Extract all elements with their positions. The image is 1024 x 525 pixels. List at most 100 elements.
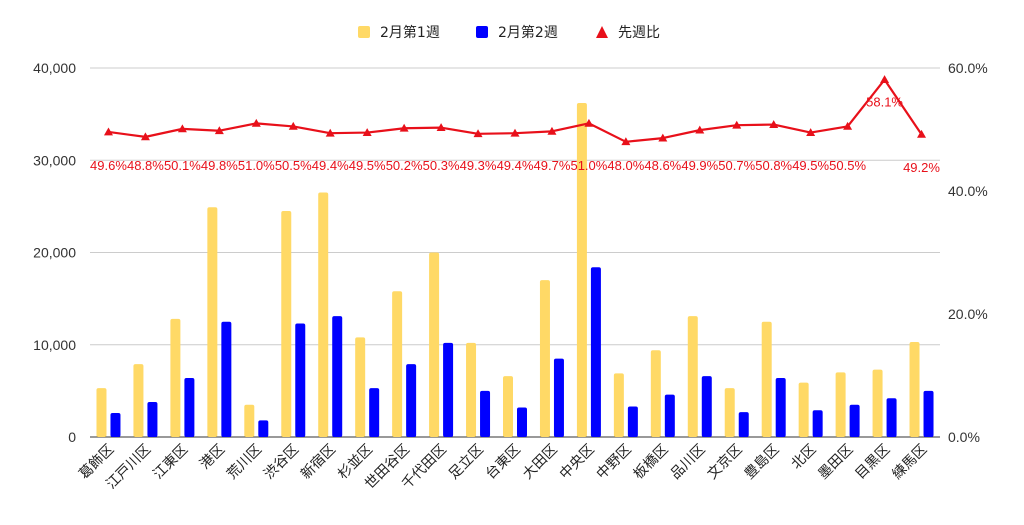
- bar: [761, 321, 772, 437]
- data-label: 50.8%: [755, 158, 792, 173]
- bar: [724, 388, 735, 437]
- bar: [738, 412, 749, 437]
- category-label: 中野区: [594, 442, 635, 483]
- left-tick-label: 30,000: [33, 152, 76, 168]
- bars: [96, 103, 934, 438]
- category-label: 大田区: [520, 442, 561, 483]
- data-label: 50.5%: [829, 158, 866, 173]
- bar: [147, 401, 158, 437]
- line-point: [103, 127, 113, 136]
- category-label: 目黒区: [852, 442, 893, 483]
- bar: [627, 406, 638, 437]
- data-label: 49.9%: [681, 158, 718, 173]
- legend-label: 2月第1週: [380, 24, 440, 41]
- line-point: [695, 125, 705, 134]
- data-label: 49.7%: [534, 158, 571, 173]
- data-labels: 49.6% 48.8% 50.1% 49.8% 51.0% 50.5% 49.4% 49.5%…: [90, 95, 940, 175]
- line-point: [547, 126, 557, 135]
- category-label: 足立区: [446, 442, 487, 483]
- line-point: [140, 132, 150, 141]
- category-label: 港区: [197, 442, 228, 473]
- bar: [295, 323, 306, 437]
- data-label: 58.1%: [866, 95, 903, 110]
- bar: [923, 390, 934, 437]
- legend-label: 2月第2週: [498, 24, 558, 41]
- line-point: [806, 128, 816, 136]
- category-label: 墨田区: [815, 442, 856, 483]
- data-label: 49.5%: [349, 158, 386, 173]
- bar: [429, 252, 440, 437]
- bar: [244, 404, 255, 437]
- bar: [369, 388, 380, 437]
- data-label: 50.3%: [423, 158, 460, 173]
- bar: [664, 394, 675, 437]
- bar: [590, 267, 601, 437]
- data-label: 50.5%: [275, 158, 312, 173]
- bar: [613, 373, 624, 437]
- data-label: 49.8%: [201, 158, 238, 173]
- category-label: 文京区: [705, 442, 746, 483]
- left-tick-label: 40,000: [33, 60, 76, 76]
- bar: [318, 192, 329, 437]
- bar: [207, 207, 218, 437]
- line-point: [732, 120, 742, 129]
- gridlines: [90, 67, 940, 438]
- category-label: 荒川区: [224, 442, 265, 483]
- line-point: [362, 128, 372, 136]
- line-point: [621, 137, 631, 146]
- bar: [443, 342, 454, 437]
- category-label: 北区: [788, 442, 819, 473]
- right-tick-label: 40.0%: [948, 183, 988, 199]
- bar: [503, 376, 513, 437]
- line-point: [880, 75, 890, 84]
- line-point: [510, 128, 520, 137]
- line-point: [251, 118, 261, 127]
- legend-swatch: [476, 26, 488, 38]
- data-label: 49.5%: [792, 158, 829, 173]
- bar: [221, 321, 232, 437]
- bar: [872, 369, 883, 437]
- bar: [701, 376, 712, 437]
- bar: [480, 390, 491, 437]
- category-label: 新宿区: [297, 441, 339, 483]
- bar: [886, 398, 897, 437]
- category-label: 台東区: [483, 442, 524, 483]
- right-tick-label: 0.0%: [948, 429, 980, 445]
- bar: [133, 364, 144, 437]
- bar: [650, 350, 661, 437]
- line-point: [399, 123, 409, 132]
- line-point: [584, 118, 594, 127]
- line-point: [214, 126, 224, 135]
- data-label: 50.2%: [386, 158, 423, 173]
- left-tick-label: 10,000: [33, 337, 76, 353]
- bar: [184, 377, 195, 437]
- data-label: 50.7%: [718, 158, 755, 173]
- bar: [96, 388, 107, 437]
- bar: [909, 341, 920, 437]
- bar: [687, 316, 698, 437]
- data-label: 49.6%: [90, 158, 127, 173]
- bar: [576, 103, 587, 438]
- data-label: 49.3%: [460, 158, 497, 173]
- bar: [517, 407, 527, 437]
- legend: 2月第1週 2月第2週 先週比: [358, 24, 660, 41]
- category-label: 中央区: [557, 442, 598, 483]
- category-label: 豊島区: [742, 442, 783, 483]
- line-point: [325, 128, 335, 137]
- data-label: 48.6%: [644, 158, 681, 173]
- category-label: 練馬区: [889, 442, 930, 483]
- bar: [281, 210, 292, 437]
- data-label: 48.8%: [127, 158, 164, 173]
- bar: [775, 377, 786, 437]
- bar: [466, 342, 477, 437]
- line-point: [436, 123, 446, 132]
- bar: [170, 318, 181, 437]
- category-label: 板橋区: [631, 442, 672, 483]
- left-tick-label: 20,000: [33, 245, 76, 261]
- line-point: [843, 121, 853, 130]
- bar: [553, 358, 564, 437]
- data-label: 49.4%: [312, 158, 349, 173]
- right-tick-label: 20.0%: [948, 306, 988, 322]
- bar: [849, 404, 860, 437]
